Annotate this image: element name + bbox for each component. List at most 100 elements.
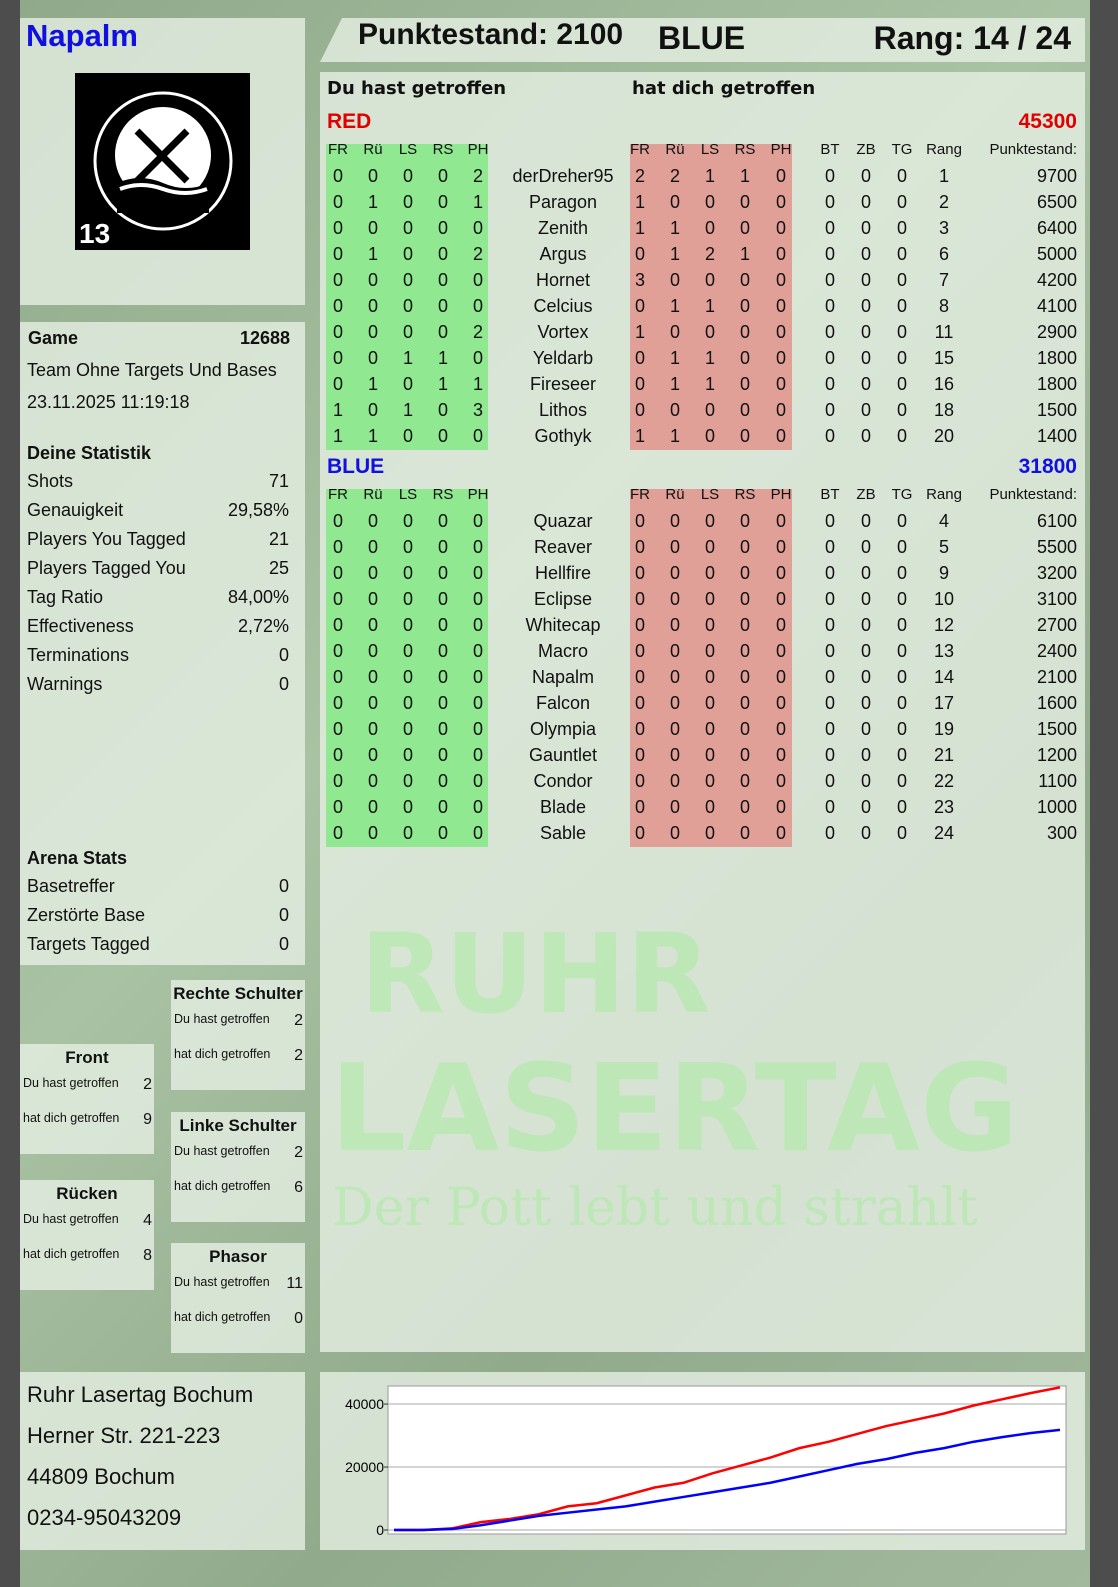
got-value: 0 <box>775 537 786 557</box>
column-header: Rang <box>926 141 962 158</box>
hit-value: 0 <box>437 667 448 687</box>
address-panel: Ruhr Lasertag Bochum Herner Str. 221-223 4… <box>20 1372 305 1550</box>
hit-value: 0 <box>472 823 483 843</box>
hit-value: 0 <box>472 693 483 713</box>
table-row: 0 1 0 0 1 Paragon 1 0 0 0 0 0 0 0 2 6500 <box>320 192 1085 218</box>
hit-value: 0 <box>402 511 413 531</box>
got-value: 1 <box>669 244 680 264</box>
extra-value: 0 <box>824 615 835 635</box>
hit-value: 0 <box>367 537 378 557</box>
zone-title: Front <box>65 1048 109 1067</box>
hit-value: 0 <box>437 719 448 739</box>
got-value: 0 <box>669 511 680 531</box>
got-value: 2 <box>669 166 680 186</box>
hit-value: 0 <box>402 374 413 394</box>
got-value: 1 <box>634 322 645 342</box>
column-header: ZB <box>856 141 876 158</box>
hit-value: 0 <box>367 348 378 368</box>
extra-value: 0 <box>860 322 871 342</box>
got-value: 0 <box>669 537 680 557</box>
extra-value: 0 <box>824 192 835 212</box>
extra-value: 0 <box>896 615 907 635</box>
got-value: 0 <box>739 589 750 609</box>
hit-value: 0 <box>437 745 448 765</box>
table-row: 0 0 0 0 0 Blade 0 0 0 0 0 0 0 0 23 1000 <box>320 797 1085 823</box>
got-value: 0 <box>669 192 680 212</box>
extra-value: 14 <box>933 667 955 687</box>
extra-value: 0 <box>824 745 835 765</box>
got-value: 3 <box>634 270 645 290</box>
extra-value: 18 <box>933 400 955 420</box>
player-name: Hornet <box>535 270 591 290</box>
player-name: Sable <box>539 823 587 843</box>
got-value: 0 <box>704 771 715 791</box>
table-row: 1 0 1 0 3 Lithos 0 0 0 0 0 0 0 0 18 1500 <box>320 400 1085 426</box>
team-name: BLUE <box>327 455 385 478</box>
team-score: 45300 <box>1018 110 1077 133</box>
got-value: 1 <box>669 296 680 316</box>
player-name: Gauntlet <box>528 745 598 765</box>
player-score: 3200 <box>1036 563 1077 583</box>
got-value: 0 <box>704 537 715 557</box>
hit-value: 0 <box>402 719 413 739</box>
extra-value: 0 <box>860 797 871 817</box>
table-row: 0 0 0 0 0 Sable 0 0 0 0 0 0 0 0 24 300 <box>320 823 1085 849</box>
table-row: 0 0 0 0 0 Quazar 0 0 0 0 0 0 0 0 4 6100 <box>320 511 1085 537</box>
column-header: PH <box>770 486 792 503</box>
stat-label: Genauigkeit <box>27 500 124 520</box>
player-score: 6100 <box>1036 511 1077 531</box>
got-value: 1 <box>669 348 680 368</box>
hit-value: 0 <box>332 244 343 264</box>
hit-value: 0 <box>367 823 378 843</box>
column-header: Rü <box>363 486 383 503</box>
hit-value: 1 <box>367 374 378 394</box>
zone-got-value: 6 <box>294 1179 303 1196</box>
extra-value: 0 <box>896 667 907 687</box>
hit-value: 0 <box>332 641 343 661</box>
hit-value: 0 <box>332 615 343 635</box>
player-score: 1800 <box>1036 374 1077 394</box>
stat-row: Effectiveness 2,72% <box>27 616 289 637</box>
zone-got-label: hat dich getroffen <box>23 1111 120 1125</box>
player-panel: Napalm 13 <box>20 18 305 305</box>
hit-value: 0 <box>402 296 413 316</box>
arena-value: 0 <box>278 934 289 954</box>
zone-hit-label: Du hast getroffen <box>174 1144 270 1158</box>
table-row: 0 0 0 0 0 Olympia 0 0 0 0 0 0 0 0 19 1500 <box>320 719 1085 745</box>
got-value: 1 <box>669 218 680 238</box>
stat-row: Warnings 0 <box>27 674 289 695</box>
hit-value: 0 <box>332 693 343 713</box>
hit-value: 0 <box>472 771 483 791</box>
hit-value: 0 <box>402 797 413 817</box>
player-name: Napalm <box>531 667 595 687</box>
hit-value: 0 <box>332 823 343 843</box>
hit-value: 0 <box>472 270 483 290</box>
hit-value: 0 <box>472 511 483 531</box>
got-value: 0 <box>704 270 715 290</box>
zone-hit-value: 4 <box>143 1212 152 1229</box>
table-row: 0 0 0 0 0 Eclipse 0 0 0 0 0 0 0 0 10 3100 <box>320 589 1085 615</box>
column-header: FR <box>630 141 650 158</box>
extra-value: 13 <box>933 641 955 661</box>
stats-title: Deine Statistik <box>27 443 152 463</box>
got-value: 0 <box>775 296 786 316</box>
stat-value: 0 <box>278 674 289 694</box>
player-score: 1500 <box>1036 719 1077 739</box>
got-value: 0 <box>634 667 645 687</box>
got-value: 0 <box>634 348 645 368</box>
got-value: 1 <box>704 166 715 186</box>
player-name: Condor <box>533 771 593 791</box>
got-value: 0 <box>634 374 645 394</box>
table-row: 0 0 0 0 0 Napalm 0 0 0 0 0 0 0 0 14 2100 <box>320 667 1085 693</box>
player-name: Eclipse <box>533 589 593 609</box>
extra-value: 0 <box>860 563 871 583</box>
hit-value: 0 <box>437 563 448 583</box>
hit-value: 0 <box>437 511 448 531</box>
extra-value: 0 <box>896 192 907 212</box>
got-value: 1 <box>669 426 680 446</box>
zone-title: Rücken <box>56 1184 118 1203</box>
got-value: 0 <box>739 693 750 713</box>
got-value: 0 <box>669 693 680 713</box>
got-value: 0 <box>669 823 680 843</box>
hit-value: 1 <box>367 192 378 212</box>
